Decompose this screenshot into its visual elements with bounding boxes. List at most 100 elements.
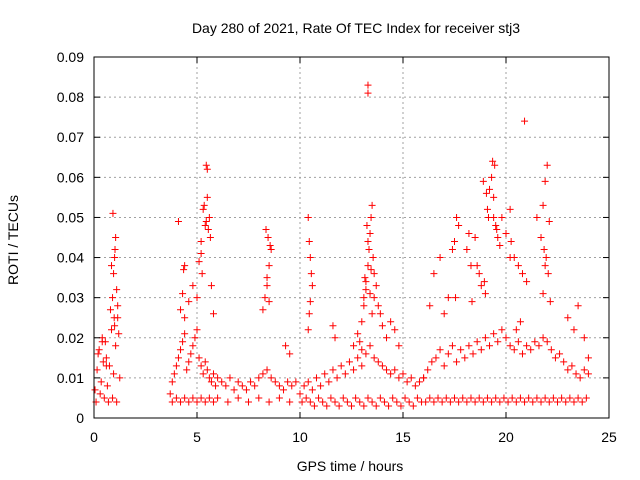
data-point: [370, 294, 378, 302]
data-point: [490, 213, 498, 221]
data-point: [514, 338, 522, 346]
data-point: [475, 270, 483, 278]
data-point: [284, 378, 292, 386]
y-tick-labels: 0 0.01 0.02 0.03 0.04 0.05 0.06 0.07 0.08 0.09: [57, 49, 84, 426]
data-point: [574, 394, 582, 402]
data-point: [263, 282, 271, 290]
data-point: [205, 374, 213, 382]
data-point: [238, 382, 246, 390]
data-point: [247, 378, 255, 386]
data-point: [323, 402, 331, 410]
data-point: [389, 394, 397, 402]
data-point: [226, 374, 234, 382]
y-tick-label: 0.04: [57, 250, 84, 266]
data-point: [539, 201, 547, 209]
x-tick-label: 10: [292, 429, 308, 445]
data-point: [202, 161, 210, 169]
data-point: [234, 378, 242, 386]
data-point: [502, 229, 510, 237]
data-point: [302, 394, 310, 402]
grid: [94, 57, 609, 418]
data-point: [490, 193, 498, 201]
data-point: [242, 386, 250, 394]
data-point: [537, 234, 545, 241]
data-point: [109, 294, 117, 302]
data-point: [341, 370, 349, 378]
data-point: [453, 358, 461, 366]
data-point: [193, 398, 201, 406]
data-point: [479, 398, 487, 406]
data-point: [490, 330, 498, 338]
data-point: [115, 330, 123, 338]
data-point: [496, 242, 504, 250]
data-point: [481, 334, 489, 342]
data-point: [459, 394, 467, 402]
x-tick-label: 25: [601, 429, 617, 445]
data-point: [546, 298, 554, 306]
data-point: [540, 246, 548, 254]
y-tick-label: 0.01: [57, 370, 84, 386]
data-point: [395, 342, 403, 350]
data-point: [370, 270, 378, 278]
data-point: [362, 286, 370, 294]
data-point: [181, 262, 189, 270]
data-point: [312, 374, 320, 382]
data-point: [426, 302, 434, 310]
data-point: [467, 262, 475, 270]
data-point: [200, 201, 208, 209]
data-point: [261, 294, 269, 302]
data-point: [350, 366, 358, 374]
data-point: [542, 254, 550, 262]
plot-frame: [93, 56, 610, 419]
data-point: [473, 338, 481, 346]
data-point: [201, 221, 209, 229]
data-point: [504, 398, 512, 406]
data-point: [112, 342, 120, 350]
data-point: [305, 310, 313, 318]
data-point: [385, 402, 393, 410]
data-point: [181, 330, 189, 338]
data-point: [187, 350, 195, 358]
data-point: [245, 398, 252, 406]
y-tick-label: 0.02: [57, 330, 84, 346]
data-point: [529, 398, 537, 406]
data-point: [578, 398, 586, 406]
data-point: [306, 398, 314, 406]
data-point: [174, 354, 182, 362]
data-point: [500, 394, 508, 402]
data-point: [99, 358, 107, 366]
x-axis-label: GPS time / hours: [297, 458, 404, 474]
data-point: [174, 217, 182, 225]
data-point: [308, 386, 316, 394]
data-point: [493, 225, 501, 233]
data-point: [222, 382, 230, 390]
data-point: [574, 302, 582, 310]
data-point: [368, 201, 376, 209]
data-point: [265, 262, 273, 270]
data-point: [483, 394, 491, 402]
data-point: [475, 394, 483, 402]
data-point: [544, 270, 552, 278]
data-point: [562, 398, 570, 406]
data-point: [465, 229, 473, 237]
data-point: [262, 225, 270, 233]
data-point: [415, 378, 423, 386]
data-point: [372, 282, 380, 290]
data-point: [214, 394, 222, 402]
y-axis-label: ROTI / TECUs: [5, 195, 21, 285]
data-point: [286, 350, 294, 358]
y-tick-label: 0.07: [57, 129, 84, 145]
data-point: [358, 362, 366, 370]
data-point: [265, 398, 273, 406]
data-point: [471, 398, 479, 406]
data-point: [514, 262, 522, 270]
data-point: [584, 354, 592, 362]
data-point: [516, 318, 524, 326]
data-point: [391, 366, 399, 374]
data-point: [366, 290, 374, 298]
data-point: [366, 229, 374, 237]
data-point: [469, 350, 477, 358]
data-point: [198, 270, 206, 278]
x-tick-label: 15: [395, 429, 411, 445]
data-point: [306, 298, 314, 306]
